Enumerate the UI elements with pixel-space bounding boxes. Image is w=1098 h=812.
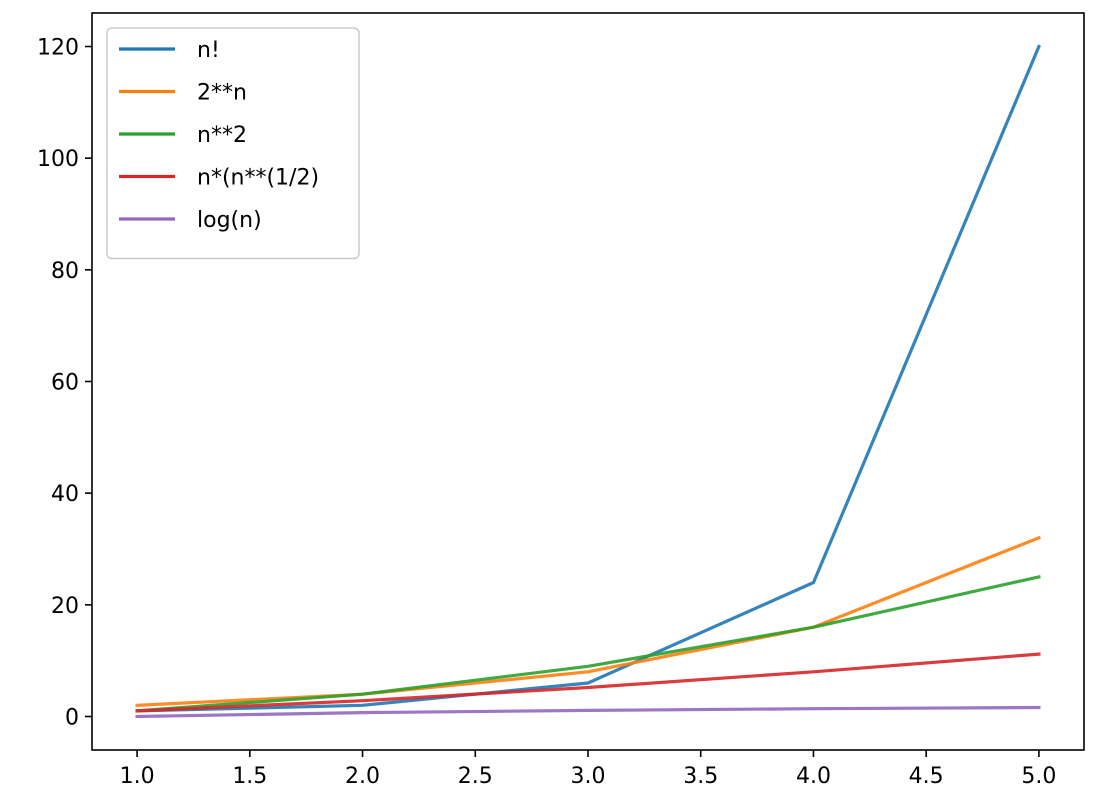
x-tick-label: 2.0 — [345, 764, 380, 789]
series-layer — [135, 44, 1041, 719]
y-tick-label: 0 — [65, 706, 79, 731]
x-tick-label: 3.0 — [571, 764, 606, 789]
legend-label: log(n) — [197, 208, 262, 233]
y-tick-label: 20 — [51, 594, 79, 619]
x-tick-label: 3.5 — [683, 764, 718, 789]
x-tick-label: 4.5 — [909, 764, 944, 789]
series-line-1 — [135, 535, 1041, 707]
y-tick-label: 120 — [37, 36, 79, 61]
x-tick-label: 1.0 — [120, 764, 155, 789]
y-tick-label: 100 — [37, 147, 79, 172]
legend-label: n*(n**(1/2) — [197, 166, 319, 191]
series-line-4 — [135, 705, 1041, 719]
y-tick-label: 40 — [51, 482, 79, 507]
series-line-0 — [135, 44, 1041, 713]
legend: n! 2**n n**2 n*(n**(1/2) log(n) — [106, 27, 360, 260]
series-line-3 — [135, 652, 1041, 713]
x-tick-label: 4.0 — [796, 764, 831, 789]
x-axis: 1.0 1.5 2.0 2.5 3.0 3.5 4.0 4.5 5.0 — [120, 750, 1056, 789]
legend-label: n! — [197, 38, 220, 63]
y-tick-label: 60 — [51, 371, 79, 396]
x-tick-label: 2.5 — [458, 764, 493, 789]
legend-box — [106, 27, 360, 260]
legend-label: n**2 — [197, 123, 247, 148]
y-axis: 0 20 40 60 80 100 120 — [37, 36, 92, 731]
series-line-2 — [135, 574, 1041, 713]
x-tick-label: 5.0 — [1021, 764, 1056, 789]
y-tick-label: 80 — [51, 259, 79, 284]
legend-label: 2**n — [197, 81, 247, 106]
x-tick-label: 1.5 — [232, 764, 267, 789]
